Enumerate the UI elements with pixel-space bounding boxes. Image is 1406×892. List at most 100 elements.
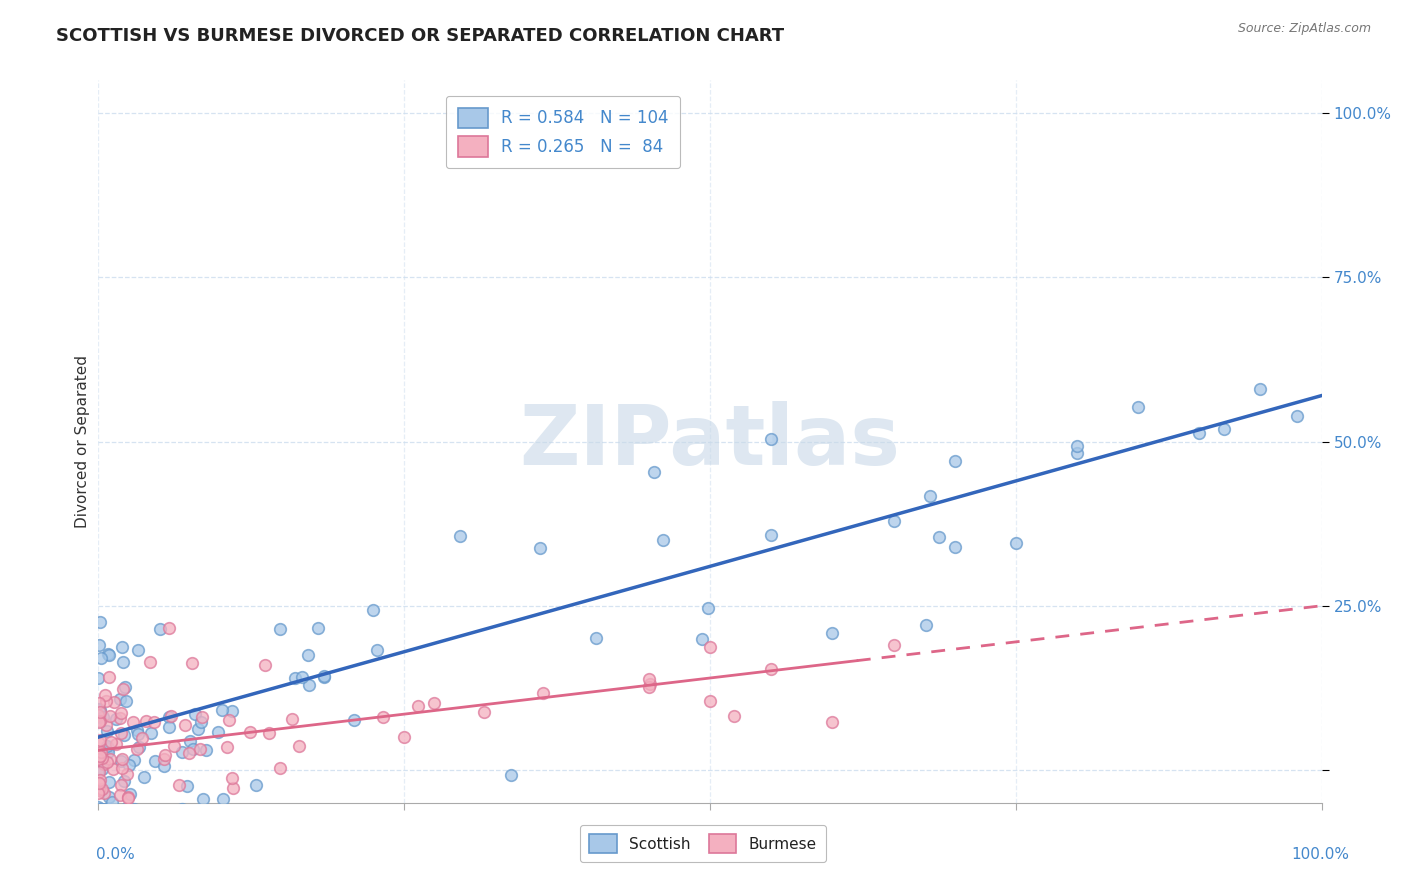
Point (1249, 382, 1271, 396)
Point (87, 696, 110, 710)
Point (312, 669, 335, 683)
Point (652, 533, 675, 547)
Point (110, 779, 132, 793)
Point (96, 802, 118, 816)
Point (690, 632, 713, 646)
Point (98, 789, 121, 804)
Point (97, 670, 120, 684)
Point (697, 600, 720, 615)
Point (183, 742, 205, 756)
Point (177, 746, 200, 760)
Point (172, 802, 194, 816)
Point (108, 788, 131, 802)
Point (89, 703, 111, 717)
Point (638, 677, 661, 691)
Point (1286, 409, 1309, 423)
Point (117, 791, 139, 805)
Point (89, 732, 111, 747)
Point (87, 714, 110, 728)
Point (90, 745, 112, 759)
Point (125, 742, 148, 756)
Point (108, 711, 131, 725)
Point (110, 726, 132, 740)
Point (111, 681, 134, 696)
Point (87, 764, 110, 779)
Point (170, 745, 193, 759)
Point (96, 723, 118, 738)
Point (222, 780, 245, 795)
Point (239, 724, 262, 739)
Point (423, 697, 446, 711)
Point (153, 759, 176, 773)
Point (111, 752, 134, 766)
Point (97, 740, 120, 755)
Point (190, 715, 212, 730)
Point (89, 783, 111, 797)
Point (174, 718, 197, 732)
Point (122, 754, 145, 768)
Point (394, 730, 416, 744)
Point (211, 791, 233, 805)
Point (87, 802, 110, 816)
Point (94, 718, 117, 732)
Point (104, 737, 127, 751)
Point (87, 736, 110, 750)
Point (449, 529, 471, 543)
Point (217, 739, 239, 754)
Text: ZIPatlas: ZIPatlas (520, 401, 900, 482)
Point (117, 790, 139, 805)
Point (761, 527, 783, 541)
Point (96, 756, 118, 770)
Point (87, 708, 110, 723)
Point (101, 795, 124, 809)
Point (1188, 425, 1211, 440)
Point (723, 709, 745, 723)
Point (132, 770, 155, 784)
Point (89, 710, 111, 724)
Point (90, 651, 112, 665)
Point (125, 723, 148, 737)
Point (307, 621, 329, 635)
Point (89, 773, 111, 788)
Point (89, 706, 111, 720)
Point (111, 655, 134, 669)
Point (114, 680, 136, 694)
Point (98, 752, 121, 766)
Point (531, 686, 554, 700)
Point (87, 752, 110, 766)
Point (406, 698, 429, 713)
Point (89, 755, 111, 769)
Point (111, 640, 134, 654)
Point (254, 657, 277, 672)
Point (699, 694, 721, 708)
Point (291, 670, 314, 684)
Point (97, 647, 120, 661)
Point (87, 702, 110, 716)
Point (298, 678, 321, 692)
Point (269, 622, 291, 636)
Point (87, 753, 110, 767)
Point (472, 706, 495, 720)
Point (883, 639, 905, 653)
Point (191, 710, 214, 724)
Point (297, 648, 319, 662)
Point (191, 791, 214, 805)
Point (98, 774, 121, 789)
Point (915, 618, 938, 632)
Point (122, 802, 145, 816)
Point (163, 739, 186, 754)
Point (159, 720, 181, 734)
Point (93, 786, 115, 800)
Point (637, 680, 661, 694)
Point (131, 731, 153, 745)
Point (167, 778, 190, 792)
Text: SCOTTISH VS BURMESE DIVORCED OR SEPARATED CORRELATION CHART: SCOTTISH VS BURMESE DIVORCED OR SEPARATE… (56, 27, 785, 45)
Point (91, 710, 114, 724)
Point (366, 642, 388, 657)
Point (585, 631, 607, 645)
Point (821, 715, 844, 730)
Point (97, 745, 120, 759)
Point (100, 735, 122, 749)
Point (221, 771, 243, 785)
Point (128, 739, 150, 754)
